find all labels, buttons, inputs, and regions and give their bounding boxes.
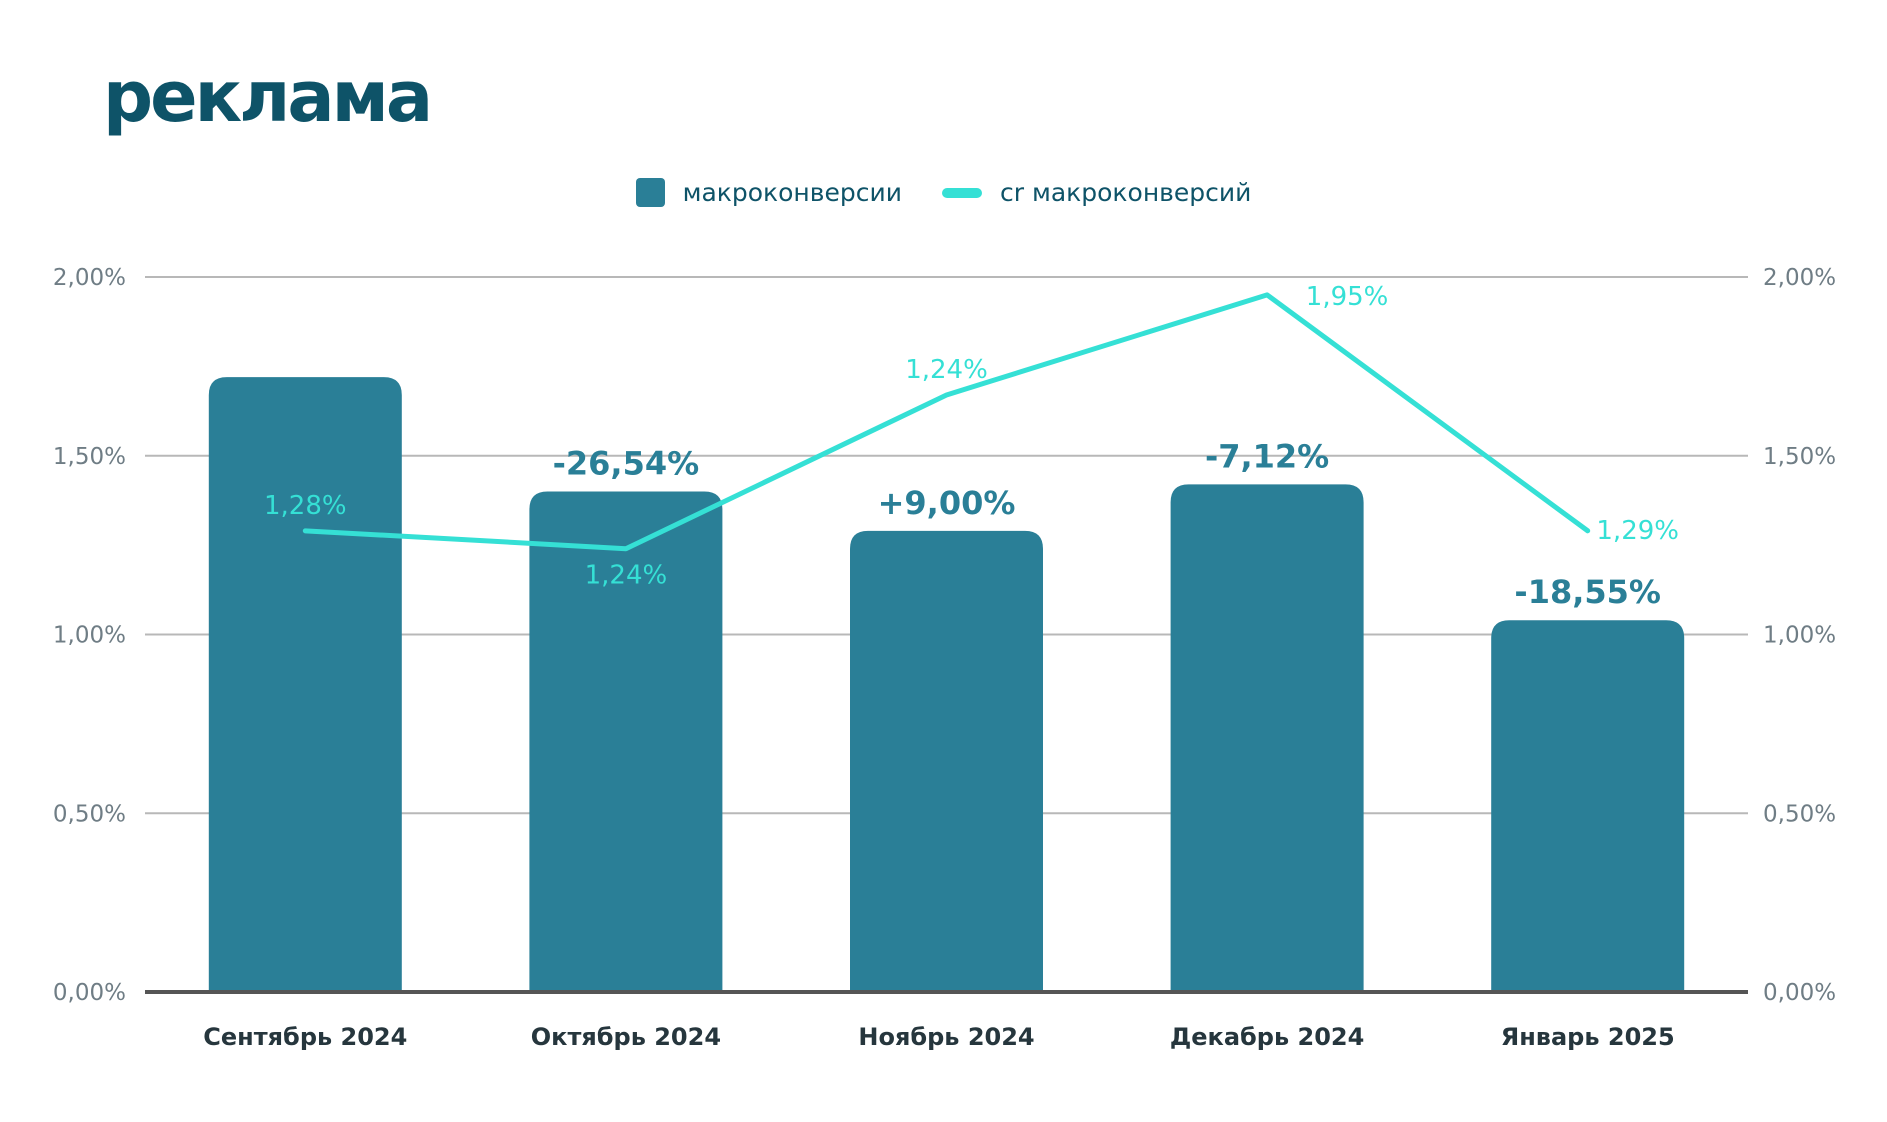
y-tick-label-right: 2,00% xyxy=(1763,265,1836,291)
legend-bar-label: макроконверсии xyxy=(682,178,903,207)
bar xyxy=(208,377,402,993)
y-tick-label-left: 0,00% xyxy=(53,980,126,1006)
y-tick-label-right: 1,50% xyxy=(1763,444,1836,470)
y-tick-label-left: 1,50% xyxy=(53,444,126,470)
y-tick-label-left: 1,00% xyxy=(53,623,126,649)
bar-data-label: -7,12% xyxy=(1205,437,1329,475)
line-data-label: 1,24% xyxy=(585,561,668,591)
legend-line-swatch xyxy=(942,187,983,198)
line-data-label: 1,24% xyxy=(905,355,988,385)
line-data-label: 1,28% xyxy=(264,491,347,521)
legend-item-bars: макроконверсии xyxy=(635,178,903,207)
bar xyxy=(1170,484,1364,992)
y-tick-label-right: 1,00% xyxy=(1763,623,1836,649)
bar-data-label: +9,00% xyxy=(878,484,1016,522)
legend-line-label: cr макроконверсий xyxy=(1000,178,1252,207)
legend-bar-swatch xyxy=(635,178,665,207)
bar xyxy=(529,491,723,992)
line-data-label: 1,29% xyxy=(1596,516,1679,546)
x-category-label: Ноябрь 2024 xyxy=(858,1023,1034,1051)
chart-legend: макроконверсии cr макроконверсий xyxy=(0,178,1887,207)
x-category-label: Октябрь 2024 xyxy=(531,1023,721,1051)
x-category-label: Сентябрь 2024 xyxy=(203,1023,407,1051)
line-data-label: 1,95% xyxy=(1306,282,1389,312)
page-title: реклама xyxy=(103,56,433,138)
cr-line xyxy=(302,292,1591,552)
y-tick-label-left: 2,00% xyxy=(53,265,126,291)
y-tick-label-left: 0,50% xyxy=(53,801,126,827)
bar-data-label: -18,55% xyxy=(1514,573,1661,611)
legend-item-line: cr макроконверсий xyxy=(942,178,1251,207)
bar xyxy=(850,530,1043,992)
x-category-label: Декабрь 2024 xyxy=(1170,1023,1364,1051)
bar xyxy=(1491,620,1685,992)
y-tick-label-right: 0,00% xyxy=(1763,980,1836,1006)
y-tick-label-right: 0,50% xyxy=(1763,801,1836,827)
x-category-label: Январь 2025 xyxy=(1501,1023,1675,1051)
bar-data-label: -26,54% xyxy=(553,445,700,483)
